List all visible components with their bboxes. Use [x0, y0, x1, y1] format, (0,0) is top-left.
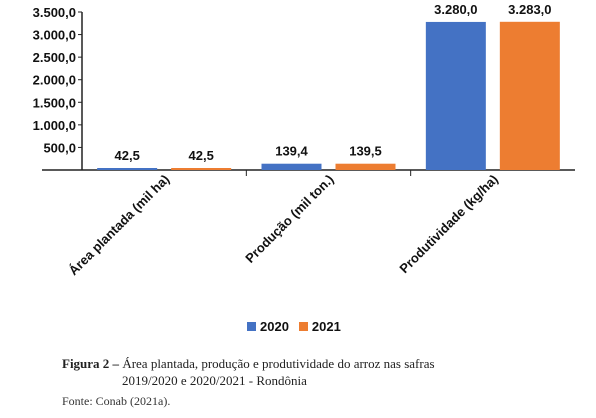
y-tick-label: 3.500,0: [33, 5, 76, 20]
bar-2020: [97, 168, 158, 170]
caption-line-1: Área plantada, produção e produtividade …: [122, 356, 435, 371]
category-label: Produção (mil ton.): [242, 172, 336, 266]
category-label: Produtividade (kg/ha): [396, 172, 501, 277]
caption-label: Figura 2 –: [62, 356, 120, 371]
legend-label-2020: 2020: [260, 319, 289, 334]
data-label-2020: 42,5: [115, 148, 140, 163]
data-label-2020: 139,4: [275, 144, 308, 159]
legend: 2020 2021: [247, 319, 351, 334]
data-label-2021: 3.283,0: [508, 2, 551, 17]
bar-2021: [335, 163, 396, 170]
bar-2020: [261, 163, 322, 170]
legend-item-2020: 2020: [247, 319, 289, 334]
y-axis: 500,0 1.000,0 1.500,0 2.000,0 2.500,0 3.000,0…: [33, 5, 83, 170]
bars: [97, 21, 560, 171]
category-label: Área plantada (mil ha): [66, 172, 173, 279]
legend-swatch-2021: [298, 322, 308, 331]
bar-2021: [171, 168, 232, 170]
figure-source: Fonte: Conab (2021a).: [62, 394, 171, 408]
legend-swatch-2020: [247, 322, 256, 331]
y-tick-label: 3.000,0: [33, 28, 76, 43]
y-tick-label: 500,0: [43, 140, 76, 155]
data-label-2021: 42,5: [189, 148, 214, 163]
data-label-2020: 3.280,0: [434, 2, 477, 17]
legend-label-2021: 2021: [311, 319, 341, 334]
data-label-2021: 139,5: [349, 144, 382, 159]
bar-2020: [425, 21, 486, 171]
bar-2021: [499, 21, 560, 170]
data-labels: 42,5 42,5 139,4 139,5 3.280,0 3.283,0: [115, 2, 552, 163]
legend-item-2021: 2021: [298, 319, 341, 334]
bar-chart: 500,0 1.000,0 1.500,0 2.000,0 2.500,0 3.000,0…: [33, 2, 575, 279]
caption-line-2: 2019/2020 e 2020/2021 - Rondônia: [122, 373, 307, 388]
y-tick-label: 1.000,0: [33, 118, 76, 133]
y-tick-label: 1.500,0: [33, 95, 76, 110]
x-axis: [42, 169, 575, 176]
y-tick-label: 2.000,0: [33, 73, 76, 88]
category-labels: Área plantada (mil ha) Produção (mil ton.…: [66, 172, 501, 279]
figure-caption: Figura 2 – Área plantada, produção e pro…: [62, 355, 582, 389]
y-tick-label: 2.500,0: [33, 50, 76, 65]
